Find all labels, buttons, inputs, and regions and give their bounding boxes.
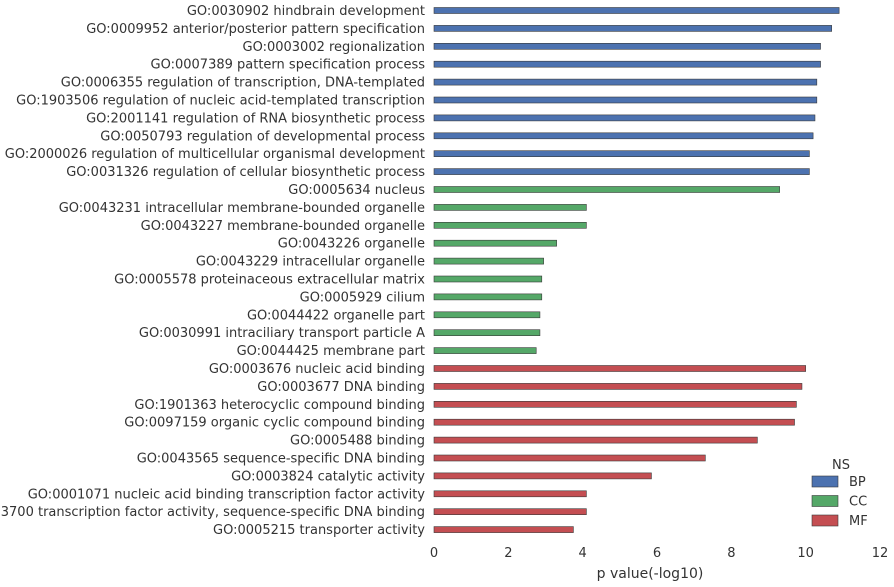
- bar-mf: [433, 365, 806, 372]
- category-label: GO:2001141 regulation of RNA biosyntheti…: [86, 111, 425, 126]
- legend-swatch-bp: [811, 475, 839, 488]
- x-tick-label: 10: [797, 546, 814, 561]
- category-label: GO:0050793 regulation of developmental p…: [100, 129, 425, 144]
- category-label: GO:0044425 membrane part: [237, 344, 425, 359]
- legend-swatch-cc: [811, 495, 839, 507]
- bar-bp: [433, 168, 810, 175]
- category-label: GO:0043227 membrane-bounded organelle: [141, 219, 425, 234]
- category-label: GO:0030902 hindbrain development: [187, 4, 425, 19]
- category-labels: GO:0030902 hindbrain development GO:00099…: [0, 4, 425, 538]
- legend-label-mf: MF: [849, 514, 868, 529]
- category-label: GO:0043226 organelle: [278, 237, 425, 252]
- x-axis-title: p value(-log10): [597, 566, 704, 582]
- bar-bp: [433, 96, 818, 104]
- category-label: GO:0009952 anterior/posterior pattern sp…: [86, 22, 425, 37]
- legend-label-bp: BP: [849, 475, 866, 490]
- x-tick-label: 4: [579, 546, 587, 561]
- bar-mf: [433, 490, 587, 498]
- bar-mf: [433, 526, 574, 533]
- category-label: GO:0003824 catalytic activity: [231, 469, 425, 484]
- category-label: GO:0005488 binding: [290, 434, 425, 449]
- bar-cc: [433, 311, 541, 319]
- x-axis-ticks: 0 2 4 6 8 10 12: [430, 546, 888, 561]
- category-label: GO:0003002 regionalization: [243, 40, 425, 55]
- bar-cc: [433, 329, 541, 337]
- bar-mf: [433, 472, 652, 480]
- category-label: GO:0044422 organelle part: [247, 308, 425, 323]
- category-label: GO:0043565 sequence-specific DNA binding: [137, 452, 425, 467]
- category-label: GO:0030991 intraciliary transport partic…: [139, 326, 425, 341]
- category-label: GO:0097159 organic cyclic compound bindi…: [124, 416, 425, 431]
- bar-cc: [433, 204, 587, 211]
- bar-bp: [433, 7, 840, 14]
- category-label: GO:0005634 nucleus: [288, 183, 425, 198]
- bar-bp: [433, 78, 818, 86]
- bar-cc: [433, 186, 780, 193]
- bar-bp: [433, 25, 832, 32]
- category-label: GO:0003676 nucleic acid binding: [209, 362, 425, 377]
- bar-bp: [433, 60, 821, 68]
- bar-bp: [433, 114, 816, 122]
- bar-mf: [433, 508, 587, 516]
- category-label: GO:0007389 pattern specification process: [151, 58, 426, 73]
- x-tick-label: 0: [430, 546, 438, 561]
- bar-mf: [433, 418, 795, 426]
- category-label: GO:0001071 nucleic acid binding transcri…: [28, 487, 426, 502]
- category-label: GO:2000026 regulation of multicellular o…: [5, 147, 425, 162]
- bar-mf: [433, 454, 706, 462]
- bar-bp: [433, 42, 821, 50]
- category-label: GO:0043231 intracellular membrane-bounde…: [59, 201, 425, 216]
- bar-mf: [433, 383, 803, 390]
- category-label: GO:0043229 intracellular organelle: [196, 255, 425, 270]
- legend-label-cc: CC: [849, 495, 867, 510]
- bar-bp: [433, 150, 810, 157]
- category-label: GO:0005578 proteinaceous extracellular m…: [114, 273, 425, 288]
- category-label: GO:0003677 DNA binding: [257, 380, 425, 395]
- category-label: GO:0031326 regulation of cellular biosyn…: [66, 165, 425, 180]
- bar-cc: [433, 347, 537, 354]
- bar-cc: [433, 239, 557, 247]
- bar-cc: [433, 293, 543, 301]
- bars: [433, 7, 840, 533]
- category-label: GO:0005215 transporter activity: [213, 523, 425, 538]
- legend: NS BP CC MF: [811, 458, 868, 529]
- bar-mf: [433, 436, 758, 444]
- x-tick-label: 6: [653, 546, 661, 561]
- x-tick-label: 2: [504, 546, 512, 561]
- category-label: GO:1901363 heterocyclic compound binding: [134, 398, 425, 413]
- x-tick-label: 8: [727, 546, 735, 561]
- bar-cc: [433, 257, 544, 265]
- category-label: GO:0003700 transcription factor activity…: [0, 505, 425, 520]
- legend-title: NS: [832, 458, 850, 473]
- x-tick-label: 12: [872, 546, 889, 561]
- bar-cc: [433, 275, 543, 283]
- bar-bp: [433, 132, 814, 140]
- category-label: GO:0005929 cilium: [300, 290, 425, 305]
- legend-swatch-mf: [811, 514, 839, 527]
- category-label: GO:0006355 regulation of transcription, …: [61, 76, 425, 91]
- category-label: GO:1903506 regulation of nucleic acid-te…: [16, 94, 425, 109]
- bar-cc: [433, 222, 587, 229]
- bar-mf: [433, 400, 797, 408]
